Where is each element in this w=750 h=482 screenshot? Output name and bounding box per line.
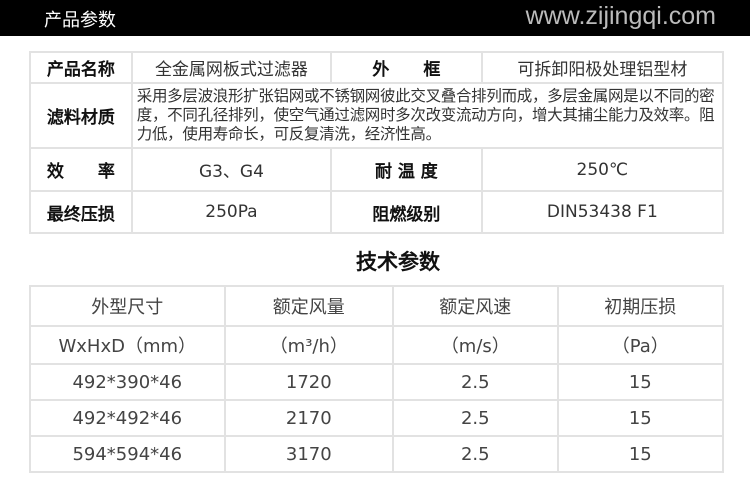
- label-cell: 外 框: [330, 51, 483, 84]
- value-cell: G3、G4: [130, 147, 333, 192]
- unit-cell: （Pa）: [556, 325, 725, 365]
- value-cell: 全金属网板式过滤器: [130, 51, 333, 84]
- table-row: 滤料材质 采用多层波浪形扩张铝网或不锈钢网彼此交叉叠合排列而成，多层金属网是以不…: [29, 82, 725, 149]
- airflow-cell: 2170: [223, 399, 395, 437]
- table-row: 最终压损 250Pa 阻燃级别 DIN53438 F1: [29, 190, 725, 234]
- unit-cell: （m³/h）: [223, 325, 395, 365]
- header-title: 产品参数: [44, 10, 116, 31]
- velocity-cell: 2.5: [392, 363, 559, 401]
- pressure-cell: 15: [556, 435, 725, 473]
- size-cell: 492*390*46: [29, 363, 226, 401]
- table-row: 产品名称 全金属网板式过滤器 外 框 可拆卸阳极处理铝型材: [29, 51, 725, 84]
- velocity-cell: 2.5: [392, 435, 559, 473]
- label-cell: 阻燃级别: [330, 190, 483, 234]
- tech-params-table: 外型尺寸 额定风量 额定风速 初期压损 WxHxD（mm） （m³/h） （m/…: [29, 285, 725, 473]
- size-cell: 492*492*46: [29, 399, 226, 437]
- description-cell: 采用多层波浪形扩张铝网或不锈钢网彼此交叉叠合排列而成，多层金属网是以不同的密度，…: [130, 82, 725, 149]
- pressure-cell: 15: [556, 363, 725, 401]
- label-cell: 滤料材质: [29, 82, 133, 149]
- column-header: 初期压损: [556, 285, 725, 327]
- website-url: www.zijingqi.com: [525, 2, 716, 30]
- table-row: 492*492*46 2170 2.5 15: [29, 399, 725, 437]
- header-bar: 产品参数 www.zijingqi.com: [0, 0, 750, 36]
- airflow-cell: 3170: [223, 435, 395, 473]
- value-cell: 可拆卸阳极处理铝型材: [480, 51, 725, 84]
- table-row: 594*594*46 3170 2.5 15: [29, 435, 725, 473]
- value-cell: 250Pa: [130, 190, 333, 234]
- value-cell: DIN53438 F1: [480, 190, 725, 234]
- tech-params-title: 技术参数: [356, 250, 440, 274]
- product-params-table: 产品名称 全金属网板式过滤器 外 框 可拆卸阳极处理铝型材 滤料材质 采用多层波…: [29, 51, 725, 234]
- velocity-cell: 2.5: [392, 399, 559, 437]
- label-cell: 最终压损: [29, 190, 133, 234]
- units-row: WxHxD（mm） （m³/h） （m/s） （Pa）: [29, 325, 725, 365]
- table-row: 效 率 G3、G4 耐 温 度 250℃: [29, 147, 725, 192]
- label-cell: 效 率: [29, 147, 133, 192]
- value-cell: 250℃: [480, 147, 725, 192]
- header-row: 外型尺寸 额定风量 额定风速 初期压损: [29, 285, 725, 327]
- airflow-cell: 1720: [223, 363, 395, 401]
- table-row: 492*390*46 1720 2.5 15: [29, 363, 725, 401]
- unit-cell: WxHxD（mm）: [29, 325, 226, 365]
- pressure-cell: 15: [556, 399, 725, 437]
- column-header: 外型尺寸: [29, 285, 226, 327]
- label-cell: 耐 温 度: [330, 147, 483, 192]
- column-header: 额定风量: [223, 285, 395, 327]
- size-cell: 594*594*46: [29, 435, 226, 473]
- label-cell: 产品名称: [29, 51, 133, 84]
- unit-cell: （m/s）: [392, 325, 559, 365]
- column-header: 额定风速: [392, 285, 559, 327]
